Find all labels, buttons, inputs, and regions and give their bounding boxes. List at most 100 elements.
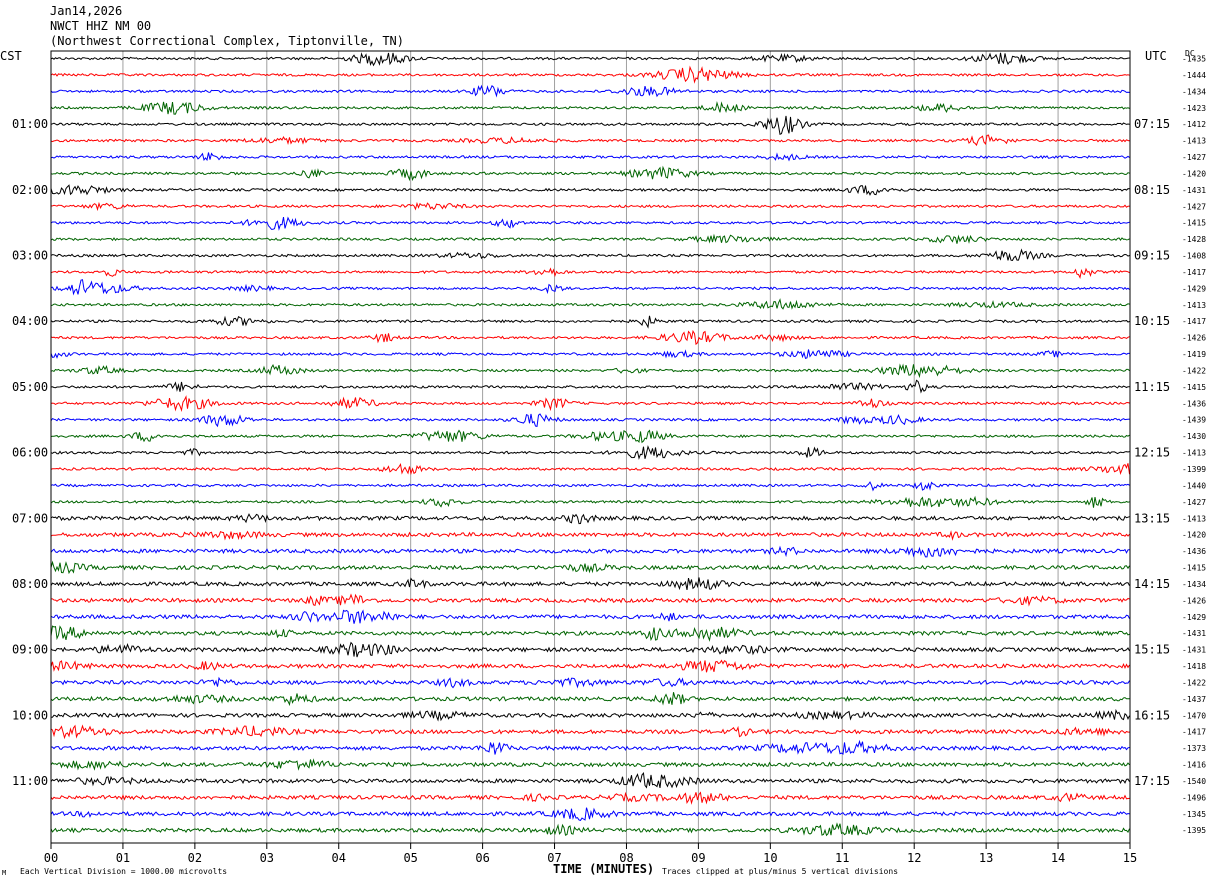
dc-offset-label: -1422 [1182, 678, 1206, 687]
trace-47 [50, 807, 1130, 821]
x-tick-label: 08 [619, 851, 633, 865]
x-tick-label: 02 [188, 851, 202, 865]
axis-labels: 00 01 02 03 04 05 06 07 08 09 10 11 12 13 14 15 -1435 -14… [12, 55, 1206, 866]
dc-offset-label: -1417 [1182, 268, 1206, 277]
dc-offset-label: -1418 [1182, 662, 1206, 671]
trace-36 [50, 625, 1130, 642]
trace-30 [50, 530, 1130, 541]
right-hour-label: 11:15 [1134, 380, 1170, 394]
seismic-traces [50, 52, 1130, 837]
right-hour-label: 07:15 [1134, 117, 1170, 131]
trace-18 [50, 329, 1130, 346]
trace-7 [50, 152, 1130, 162]
right-hour-label: 15:15 [1134, 643, 1170, 657]
trace-37 [50, 641, 1130, 658]
trace-1 [50, 52, 1130, 67]
dc-offset-label: -1419 [1182, 350, 1206, 359]
dc-offset-label: -1413 [1182, 301, 1206, 310]
trace-12 [50, 233, 1130, 244]
trace-8 [50, 165, 1130, 182]
trace-22 [50, 395, 1130, 413]
right-hour-label: 10:15 [1134, 314, 1170, 328]
x-tick-label: 05 [403, 851, 417, 865]
x-tick-label: 11 [835, 851, 849, 865]
dc-offset-label: -1408 [1182, 252, 1206, 261]
dc-offset-label: -1496 [1182, 793, 1206, 802]
right-hour-label: 13:15 [1134, 511, 1170, 525]
clipping-note: Traces clipped at plus/minus 5 vertical … [662, 867, 899, 876]
dc-offset-label: -1470 [1182, 711, 1206, 720]
trace-11 [50, 216, 1130, 231]
dc-offset-label: -1429 [1182, 613, 1206, 622]
dc-offset-label: -1439 [1182, 416, 1206, 425]
trace-15 [50, 279, 1130, 296]
x-axis-label: TIME (MINUTES) [553, 862, 655, 876]
dc-offset-label: -1540 [1182, 777, 1206, 786]
dc-offset-label: -1427 [1182, 498, 1206, 507]
left-hour-label: 02:00 [12, 183, 48, 197]
dc-offset-label: -1415 [1182, 383, 1206, 392]
trace-3 [50, 84, 1130, 98]
trace-25 [50, 445, 1130, 460]
trace-38 [50, 659, 1130, 673]
x-tick-label: 14 [1051, 851, 1065, 865]
dc-offset-label: -1417 [1182, 317, 1206, 326]
trace-32 [50, 560, 1130, 575]
trace-33 [50, 577, 1130, 591]
trace-9 [50, 184, 1130, 196]
plot-date: Jan14,2026 [50, 4, 123, 18]
dc-offset-label: -1415 [1182, 219, 1206, 228]
trace-31 [50, 545, 1130, 558]
dc-offset-label: -1436 [1182, 547, 1206, 556]
dc-offset-label: -1416 [1182, 761, 1206, 770]
plot-frame [50, 50, 1131, 844]
dc-offset-label: -1420 [1182, 531, 1206, 540]
trace-41 [50, 708, 1130, 722]
dc-offset-label: -1431 [1182, 629, 1206, 638]
trace-27 [50, 481, 1130, 492]
trace-24 [50, 429, 1130, 444]
dc-offset-label: -1345 [1182, 810, 1206, 819]
left-hour-label: 06:00 [12, 446, 48, 460]
left-hour-label: 07:00 [12, 511, 48, 525]
dc-offset-label: -1431 [1182, 186, 1206, 195]
dc-offset-label: -1427 [1182, 202, 1206, 211]
dc-offset-label: -1415 [1182, 564, 1206, 573]
trace-5 [50, 115, 1130, 136]
dc-offset-label: -1430 [1182, 432, 1206, 441]
dc-offset-label: -1428 [1182, 235, 1206, 244]
dc-offset-label: -1373 [1182, 744, 1206, 753]
trace-26 [50, 463, 1130, 476]
trace-43 [50, 739, 1130, 755]
trace-40 [50, 692, 1130, 707]
dc-offset-label: -1413 [1182, 137, 1206, 146]
dc-offset-label: -1434 [1182, 580, 1206, 589]
x-tick-label: 03 [260, 851, 274, 865]
trace-39 [50, 676, 1130, 689]
dc-offset-label: -1399 [1182, 465, 1206, 474]
x-tick-label: 06 [475, 851, 489, 865]
trace-21 [50, 379, 1130, 394]
right-hour-label: 09:15 [1134, 249, 1170, 263]
dc-offset-label: -1440 [1182, 481, 1206, 490]
trace-45 [50, 772, 1130, 789]
vertical-scale-note: Each Vertical Division = 1000.00 microvo… [20, 867, 228, 876]
dc-offset-label: -1434 [1182, 87, 1206, 96]
x-tick-label: 12 [907, 851, 921, 865]
trace-17 [50, 315, 1130, 329]
dc-offset-label: -1423 [1182, 104, 1206, 113]
trace-19 [50, 349, 1130, 360]
trace-13 [50, 248, 1130, 261]
dc-offset-label: -1426 [1182, 596, 1206, 605]
dc-offset-label: -1435 [1182, 55, 1206, 64]
station-code: NWCT HHZ NM 00 [50, 19, 152, 33]
trace-28 [50, 495, 1130, 508]
left-hour-label: 04:00 [12, 314, 48, 328]
left-hour-label: 05:00 [12, 380, 48, 394]
trace-20 [50, 363, 1130, 379]
trace-2 [50, 65, 1130, 84]
left-hour-label: 11:00 [12, 774, 48, 788]
x-tick-label: 01 [116, 851, 130, 865]
x-tick-label: 07 [547, 851, 561, 865]
